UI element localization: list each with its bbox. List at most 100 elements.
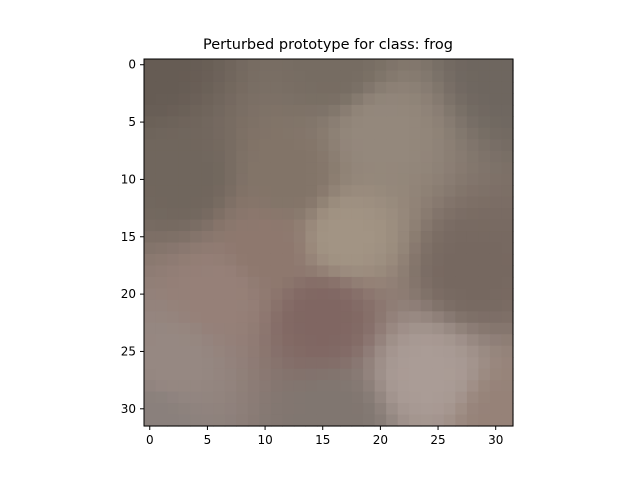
heatmap-cell [236,311,249,324]
heatmap-cell [443,231,456,244]
heatmap-cell [351,265,364,278]
heatmap-cell [432,391,445,404]
heatmap-cell [178,391,191,404]
heatmap-cell [443,311,456,324]
heatmap-cell [190,345,203,358]
heatmap-cell [201,59,214,72]
heatmap-cell [501,127,514,140]
heatmap-cell [420,299,433,312]
heatmap-cell [409,311,422,324]
heatmap-cell [213,104,226,117]
heatmap-cell [282,242,295,255]
heatmap-cell [489,403,503,416]
heatmap-cell [178,150,191,163]
heatmap-cell [178,380,191,393]
heatmap-cell [432,242,445,255]
heatmap-cell [455,104,468,117]
heatmap-cell [201,311,214,324]
heatmap-cell [178,276,191,289]
heatmap-cell [259,185,272,198]
heatmap-cell [316,276,330,289]
heatmap-cell [316,403,330,416]
heatmap-cell [443,173,456,186]
heatmap-cell [144,116,157,129]
heatmap-cell [178,242,191,255]
heatmap-cell [270,219,283,232]
heatmap-cell [213,59,226,72]
heatmap-cell [167,219,180,232]
heatmap-cell [455,150,468,163]
heatmap-cell [386,70,399,83]
heatmap-cell [293,253,307,267]
heatmap-cell [351,139,364,152]
heatmap-cell [432,196,445,209]
heatmap-cell [374,414,387,427]
heatmap-cell [328,391,341,404]
heatmap-cell [351,403,364,416]
heatmap-cell [455,345,468,358]
heatmap-cell [489,70,503,83]
heatmap-cell [432,162,445,175]
heatmap-cell [351,219,364,232]
heatmap-cell [236,185,249,198]
heatmap-cell [282,219,295,232]
heatmap-cell [213,231,226,244]
heatmap-cell [167,380,180,393]
heatmap-cell [351,414,364,427]
heatmap-cell [455,403,468,416]
heatmap-cell [478,81,491,95]
heatmap-cell [167,391,180,404]
heatmap-cell [351,231,364,244]
heatmap-cell [201,288,214,301]
heatmap-cell [259,93,272,106]
heatmap-cell [259,288,272,301]
heatmap-cell [224,357,237,370]
heatmap-cell [374,208,387,221]
heatmap-cell [144,208,157,221]
heatmap-cell [420,196,433,209]
heatmap-cell [316,265,330,278]
heatmap-cell [316,368,330,381]
heatmap-cell [501,345,514,358]
heatmap-cell [178,265,191,278]
heatmap-cell [167,368,180,381]
heatmap-cell [213,276,226,289]
heatmap-cell [386,414,399,427]
heatmap-cell [420,70,433,83]
heatmap-cell [328,322,341,335]
heatmap-cell [201,276,214,289]
heatmap-cell [270,162,283,175]
heatmap-cell [190,59,203,72]
heatmap-cell [328,265,341,278]
heatmap-cell [316,81,330,95]
heatmap-image [144,59,514,427]
heatmap-cell [259,127,272,140]
heatmap-cell [466,391,480,404]
heatmap-cell [190,242,203,255]
heatmap-cell [259,173,272,186]
heatmap-cell [201,357,214,370]
heatmap-cell [501,150,514,163]
heatmap-cell [432,150,445,163]
heatmap-cell [409,150,422,163]
heatmap-cell [282,70,295,83]
heatmap-cell [213,391,226,404]
heatmap-cell [386,231,399,244]
heatmap-cell [282,311,295,324]
heatmap-cell [432,368,445,381]
heatmap-cell [478,162,491,175]
heatmap-cell [224,139,237,152]
heatmap-cell [432,185,445,198]
heatmap-cell [489,391,503,404]
heatmap-cell [236,150,249,163]
heatmap-cell [259,59,272,72]
heatmap-cell [316,104,330,117]
heatmap-cell [144,368,157,381]
heatmap-cell [201,127,214,140]
heatmap-cell [167,196,180,209]
heatmap-cell [259,380,272,393]
heatmap-cell [374,173,387,186]
heatmap-cell [363,414,376,427]
heatmap-cell [178,345,191,358]
